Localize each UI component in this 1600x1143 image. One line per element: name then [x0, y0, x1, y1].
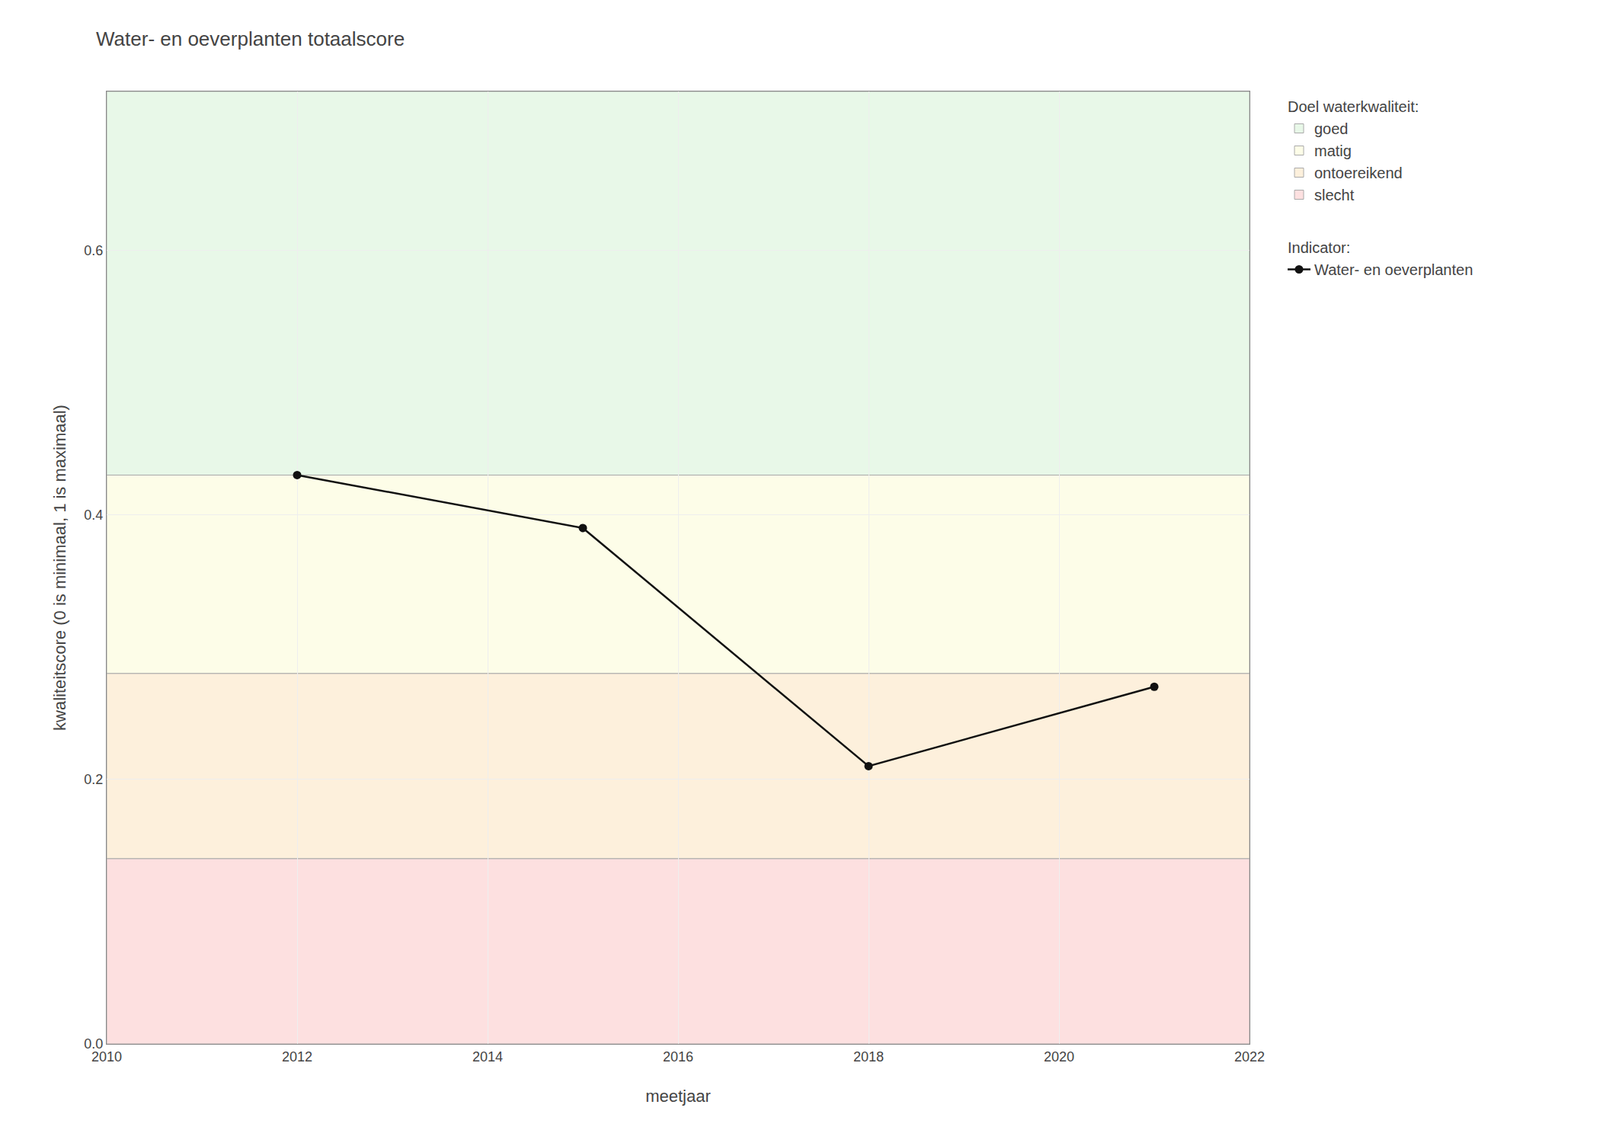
svg-text:0.6: 0.6	[83, 243, 103, 259]
svg-text:0.4: 0.4	[83, 507, 103, 523]
svg-text:0.0: 0.0	[83, 1036, 103, 1052]
svg-text:2020: 2020	[1043, 1049, 1075, 1065]
svg-text:Indicator:: Indicator:	[1287, 239, 1351, 256]
svg-text:2022: 2022	[1234, 1049, 1265, 1065]
svg-text:kwaliteitscore (0 is minimaal,: kwaliteitscore (0 is minimaal, 1 is maxi…	[50, 404, 70, 731]
svg-text:Water- en oeverplanten: Water- en oeverplanten	[1314, 261, 1473, 279]
svg-text:ontoereikend: ontoereikend	[1314, 164, 1403, 182]
svg-text:2016: 2016	[662, 1049, 694, 1065]
svg-text:2014: 2014	[472, 1049, 503, 1065]
svg-text:Water- en oeverplanten totaals: Water- en oeverplanten totaalscore	[96, 27, 405, 51]
svg-text:slecht: slecht	[1314, 186, 1355, 204]
svg-text:0.2: 0.2	[83, 771, 103, 788]
svg-text:matig: matig	[1314, 142, 1352, 160]
svg-text:meetjaar: meetjaar	[645, 1086, 711, 1106]
svg-text:2018: 2018	[853, 1049, 884, 1065]
svg-text:2010: 2010	[91, 1049, 122, 1065]
svg-text:2012: 2012	[281, 1049, 313, 1065]
svg-text:goed: goed	[1314, 120, 1349, 138]
svg-text:Doel waterkwaliteit:: Doel waterkwaliteit:	[1287, 98, 1419, 116]
